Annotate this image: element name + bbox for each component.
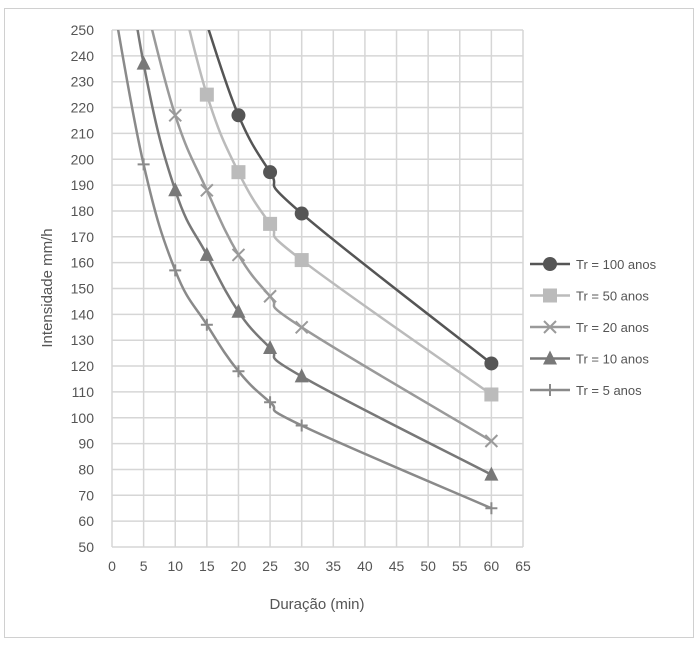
square-marker	[263, 216, 278, 231]
grid	[111, 29, 524, 548]
x-tick-label: 60	[484, 558, 500, 574]
square-marker	[231, 165, 246, 180]
x-tick-label: 45	[389, 558, 405, 574]
y-tick-label: 150	[71, 281, 95, 297]
series-line	[136, 30, 492, 476]
legend-label: Tr = 100 anos	[576, 257, 657, 272]
triangle-marker	[484, 466, 499, 481]
plus-marker	[137, 158, 150, 171]
y-tick-label: 210	[71, 125, 95, 141]
y-tick-label: 200	[71, 151, 95, 167]
x-tick-label: 30	[294, 558, 310, 574]
y-tick-label: 130	[71, 332, 95, 348]
series-line	[188, 30, 493, 396]
x-tick-label: 35	[326, 558, 342, 574]
y-tick-label: 80	[78, 461, 94, 477]
y-tick-label: 170	[71, 229, 95, 245]
square-marker	[294, 253, 309, 268]
square-marker	[484, 387, 499, 402]
plus-marker	[200, 318, 213, 331]
x-tick-label: 20	[231, 558, 247, 574]
x-tick-label: 40	[357, 558, 373, 574]
y-tick-label: 100	[71, 410, 95, 426]
circle-marker	[263, 165, 278, 180]
x-tick-label: 10	[167, 558, 183, 574]
x-tick-label: 25	[262, 558, 278, 574]
x-marker	[231, 248, 246, 262]
legend-label: Tr = 20 anos	[576, 320, 649, 335]
triangle-marker	[136, 55, 151, 70]
square-marker	[543, 288, 557, 303]
series-line	[150, 30, 493, 443]
plus-marker	[295, 419, 308, 432]
x-axis-label: Duração (min)	[269, 596, 364, 613]
triangle-marker	[294, 368, 309, 383]
circle-marker	[543, 257, 557, 271]
triangle-marker	[263, 339, 278, 354]
tick-labels: 0 5 10 15 20 25 30 35 40 45 50 55 60 65 50 60 70 80 90 100 1…	[71, 22, 531, 574]
triangle-marker	[543, 350, 557, 365]
series-markers	[136, 55, 499, 515]
x-tick-label: 5	[140, 558, 148, 574]
x-tick-label: 55	[452, 558, 468, 574]
x-marker	[294, 320, 309, 334]
y-tick-label: 190	[71, 177, 95, 193]
x-marker	[200, 183, 214, 197]
x-marker	[484, 434, 499, 448]
triangle-marker	[168, 182, 183, 197]
plus-marker	[169, 264, 182, 277]
y-tick-label: 120	[71, 358, 95, 374]
y-tick-label: 70	[78, 487, 94, 503]
x-tick-label: 50	[420, 558, 436, 574]
y-tick-label: 220	[71, 100, 95, 116]
y-tick-label: 110	[72, 384, 95, 400]
y-tick-label: 50	[78, 539, 94, 555]
y-axis-label: Intensidade mm/h	[39, 228, 56, 347]
circle-marker	[231, 108, 246, 123]
triangle-marker	[199, 246, 214, 261]
circle-marker	[484, 356, 499, 371]
plus-marker	[232, 365, 245, 378]
y-tick-label: 60	[78, 513, 94, 529]
y-tick-label: 250	[71, 22, 95, 38]
y-tick-label: 180	[71, 203, 95, 219]
legend-label: Tr = 5 anos	[576, 383, 642, 398]
plus-marker	[485, 502, 498, 515]
x-tick-label: 15	[199, 558, 215, 574]
x-marker	[543, 320, 557, 334]
x-tick-label: 65	[515, 558, 531, 574]
y-tick-label: 240	[71, 48, 95, 64]
series-line	[207, 30, 493, 365]
y-tick-label: 160	[71, 255, 95, 271]
legend-label: Tr = 50 anos	[576, 289, 649, 304]
triangle-marker	[231, 303, 246, 318]
x-marker	[263, 289, 277, 303]
square-marker	[199, 87, 214, 102]
x-tick-label: 0	[108, 558, 116, 574]
y-tick-label: 90	[78, 436, 94, 452]
legend: Tr = 100 anos Tr = 50 anos Tr = 20 anos Tr …	[530, 257, 657, 398]
y-tick-label: 140	[71, 306, 95, 322]
y-tick-label: 230	[71, 74, 95, 90]
x-marker	[168, 108, 182, 123]
plus-marker	[264, 396, 277, 409]
plus-marker	[544, 384, 556, 396]
legend-label: Tr = 10 anos	[576, 352, 649, 367]
circle-marker	[294, 206, 309, 221]
chart-frame	[4, 8, 694, 638]
